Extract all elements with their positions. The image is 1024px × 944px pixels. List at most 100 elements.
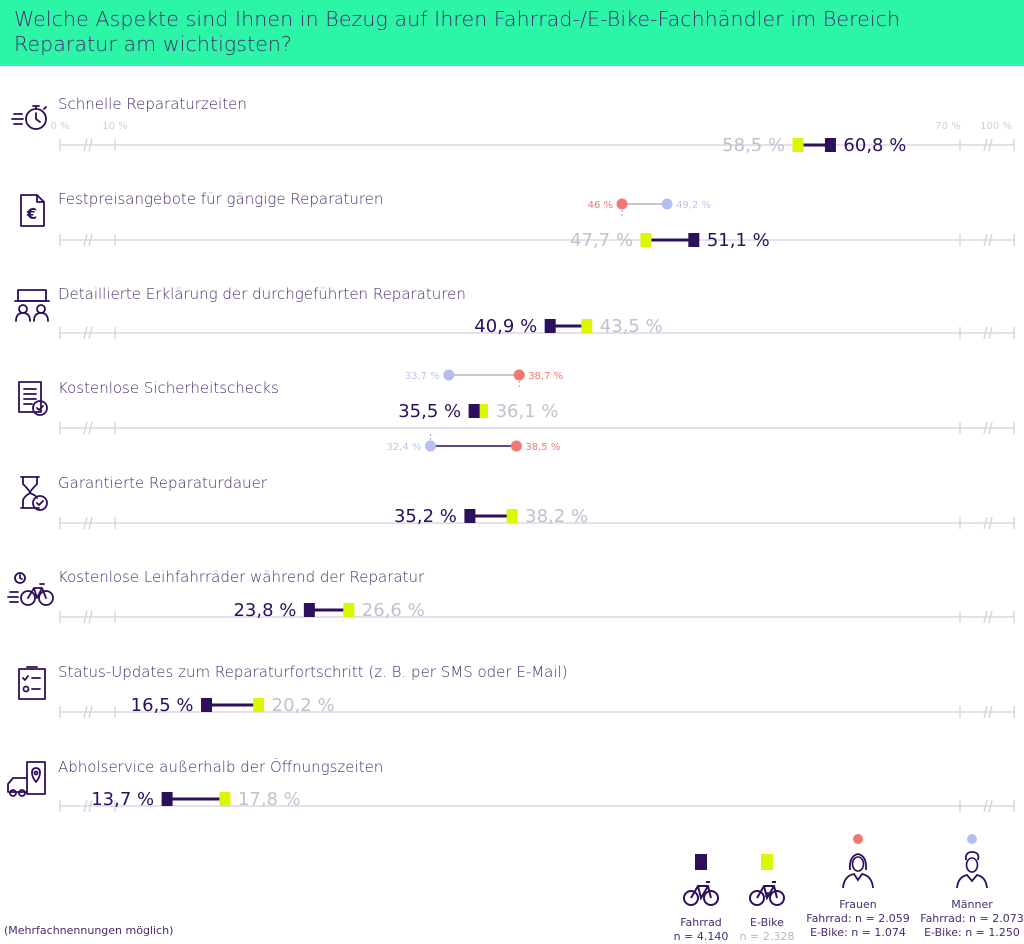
category-label: Garantierte Reparaturdauer: [58, 474, 268, 492]
ebike-value-label: 36,1 %: [496, 401, 559, 422]
legend-maenner-n-ebike: E-Bike: n = 1.250: [924, 926, 1020, 939]
ebike-marker: [219, 792, 231, 806]
ebike-marker: [640, 233, 652, 247]
legend-ebike-marker-icon: [749, 854, 785, 906]
category-label: Festpreisangebote für gängige Reparature…: [58, 190, 383, 208]
axis-break-right: [983, 516, 993, 530]
maenner-point-above: [661, 198, 673, 210]
chart-title: Welche Aspekte sind Ihnen in Bezug auf I…: [14, 7, 901, 56]
legend-fahrrad-marker-icon: [683, 854, 719, 906]
axis-tick-label-0: 0 %: [50, 121, 69, 132]
category-label: Status-Updates zum Reparaturfortschritt …: [58, 663, 568, 681]
fahrrad-marker: [161, 792, 173, 806]
fahrrad-marker: [201, 698, 213, 712]
legend-fahrrad-n: n = 4.140: [673, 930, 729, 943]
legend-ebike: E-Bike n = 2.328: [732, 850, 802, 944]
frauen-point-above: [616, 198, 628, 210]
axis-break-left: [83, 610, 93, 624]
ebike-marker: [581, 319, 593, 333]
frauen-label-below: 38,5 %: [525, 442, 560, 453]
fahrrad-marker: [468, 404, 480, 418]
ebike-marker: [477, 404, 489, 418]
footnote: (Mehrfachnennungen möglich): [4, 924, 174, 937]
fahrrad-value-label: 23,8 %: [233, 600, 296, 621]
ebike-value-label: 26,6 %: [362, 600, 425, 621]
axis-break-left: [83, 233, 93, 247]
ebike-value-label: 38,2 %: [525, 506, 588, 527]
legend-maenner-n-fahrrad: Fahrrad: n = 2.073: [920, 912, 1024, 925]
fahrrad-value-label: 40,9 %: [474, 316, 537, 337]
axis-break-left: [83, 138, 93, 152]
axis-break-right: [983, 421, 993, 435]
axis-break-right: [983, 138, 993, 152]
axis-break-right: [983, 610, 993, 624]
axis-break-right: [983, 233, 993, 247]
fahrrad-value-label: 35,2 %: [394, 506, 457, 527]
legend-frauen-label: Frauen: [839, 898, 877, 911]
fahrrad-marker: [303, 603, 315, 617]
legend-fahrrad: Fahrrad n = 4.140: [666, 850, 736, 944]
ebike-value-label: 20,2 %: [272, 695, 335, 716]
maenner-point-below: [424, 440, 436, 452]
ebike-marker: [343, 603, 355, 617]
ebike-value-label: 58,5 %: [722, 135, 785, 156]
frauen-point-above: [513, 369, 525, 381]
maenner-label-below: 32,4 %: [387, 442, 422, 453]
legend-frauen-n-ebike: E-Bike: n = 1.074: [810, 926, 906, 939]
fahrrad-value-label: 13,7 %: [91, 789, 154, 810]
axis-break-right: [983, 705, 993, 719]
fahrrad-value-label: 60,8 %: [843, 135, 906, 156]
fahrrad-marker: [464, 509, 476, 523]
category-label: Kostenlose Sicherheitschecks: [58, 379, 279, 397]
fahrrad-value-label: 35,5 %: [398, 401, 461, 422]
legend-frauen: Frauen Fahrrad: n = 2.059 E-Bike: n = 1.…: [800, 830, 916, 940]
fahrrad-marker: [688, 233, 700, 247]
maenner-label-above: 33,7 %: [405, 371, 440, 382]
category-label: Kostenlose Leihfahrräder während der Rep…: [58, 568, 425, 586]
axis-break-right: [983, 799, 993, 813]
checklist-icon: [18, 381, 48, 416]
stopwatch-icon: [11, 105, 47, 130]
fahrrad-value-label: 51,1 %: [707, 230, 770, 251]
maenner-point-above: [443, 369, 455, 381]
axis-break-left: [83, 799, 93, 813]
legend-ebike-label: E-Bike: [750, 916, 784, 929]
ebike-value-label: 47,7 %: [570, 230, 633, 251]
category-label: Abholservice außerhalb der Öffnungszeite…: [58, 757, 383, 776]
legend-frauen-icon: [842, 834, 874, 889]
pickup-van-icon: [7, 761, 46, 797]
frauen-label-above: 38,7 %: [528, 371, 563, 382]
ebike-marker: [253, 698, 265, 712]
fahrrad-marker: [824, 138, 836, 152]
consultation-icon: [14, 289, 50, 322]
category-label: Schnelle Reparaturzeiten: [58, 95, 247, 113]
axis-break-right: [983, 326, 993, 340]
axis-break-left: [83, 705, 93, 719]
svg-text:€: €: [26, 205, 37, 223]
axis-tick-label-3: 100 %: [980, 121, 1012, 132]
status-list-icon: [18, 666, 46, 700]
legend-maenner-icon: [956, 834, 988, 889]
bike-icon: [7, 572, 54, 606]
legend-maenner-label: Männer: [951, 898, 993, 911]
legend-maenner: Männer Fahrrad: n = 2.073 E-Bike: n = 1.…: [914, 830, 1024, 940]
price-document-icon: €: [20, 194, 45, 227]
ebike-value-label: 43,5 %: [600, 316, 663, 337]
header-banner: Welche Aspekte sind Ihnen in Bezug auf I…: [0, 0, 1024, 66]
axis-tick-label-1: 10 %: [102, 121, 127, 132]
ebike-value-label: 17,8 %: [238, 789, 301, 810]
legend-fahrrad-label: Fahrrad: [680, 916, 722, 929]
category-label: Detaillierte Erklärung der durchgeführte…: [58, 285, 466, 303]
maenner-label-above: 49,2 %: [676, 200, 711, 211]
axis-break-left: [83, 421, 93, 435]
frauen-point-below: [510, 440, 522, 452]
frauen-label-above: 46 %: [588, 200, 613, 211]
fahrrad-marker: [544, 319, 556, 333]
axis-tick-label-2: 70 %: [935, 121, 960, 132]
ebike-marker: [792, 138, 804, 152]
hourglass-icon: [20, 476, 48, 511]
legend-frauen-n-fahrrad: Fahrrad: n = 2.059: [806, 912, 910, 925]
legend-ebike-n: n = 2.328: [739, 930, 795, 943]
fahrrad-value-label: 16,5 %: [131, 695, 194, 716]
